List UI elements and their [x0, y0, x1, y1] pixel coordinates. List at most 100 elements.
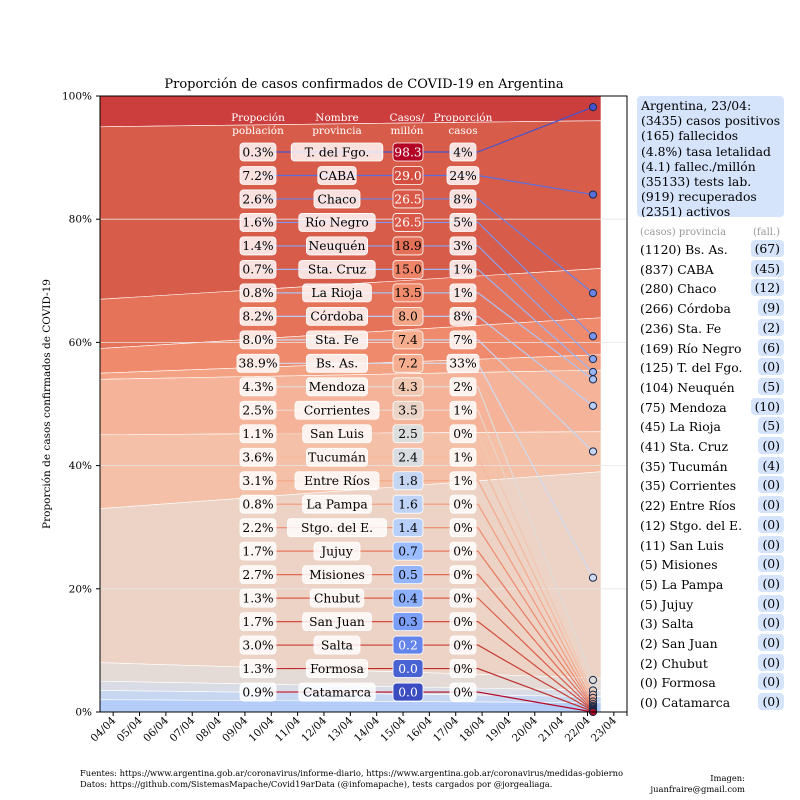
cell-poblacion: 1.6%	[239, 213, 277, 232]
cell-nombre: Río Negro	[298, 213, 376, 232]
cell-casos-millon-bg	[392, 306, 424, 326]
province-deaths: (0)	[758, 555, 784, 573]
province-table: 0.3% T. del Fgo. 98.3 4% 7.2% CABA 29.0 24% 2.6%…	[236, 142, 480, 702]
cell-nombre: Córdoba	[305, 306, 368, 326]
table-row: 0.7% Sta. Cruz 15.0 1%	[239, 259, 477, 279]
cell-proporcion-text: 0%	[453, 615, 473, 629]
summary-line: (4.8%) tasa letalidad	[641, 143, 771, 159]
cell-poblacion: 0.8%	[239, 283, 277, 303]
cell-proporcion: 0%	[449, 659, 477, 678]
province-deaths: (5)	[758, 417, 784, 435]
cell-proporcion-text: 1%	[453, 451, 473, 465]
header-proporcion-2: casos	[448, 125, 477, 137]
province-cases: (2) San Juan	[640, 636, 718, 651]
cell-nombre-bg	[294, 471, 380, 491]
cell-poblacion-bg	[239, 541, 277, 561]
summary-line: Argentina, 23/04:	[641, 98, 752, 113]
cell-nombre: La Rioja	[302, 283, 372, 303]
cell-casos-millon: 26.5	[392, 189, 424, 209]
cell-nombre-bg	[305, 377, 368, 397]
cell-proporcion-bg	[449, 612, 477, 631]
province-cases: (3) Salta	[640, 616, 694, 632]
summary-line: (919) recuperados	[641, 189, 757, 205]
cell-casos-millon-bg	[392, 494, 424, 514]
table-row: 1.7% Jujuy 0.7 0%	[239, 541, 477, 561]
cell-nombre-bg	[317, 166, 357, 185]
province-deaths: (0)	[758, 634, 784, 651]
cell-proporcion-bg	[449, 213, 477, 232]
cell-proporcion: 8%	[449, 189, 477, 209]
row-link	[477, 339, 594, 452]
cell-casos-millon-text: 26.5	[394, 192, 421, 206]
province-deaths: (0)	[758, 673, 784, 691]
cell-proporcion-text: 0%	[453, 521, 473, 535]
x-tick-label: 15/04	[378, 714, 408, 744]
cell-nombre-bg	[313, 541, 361, 561]
cell-proporcion-bg	[449, 565, 477, 585]
province-cases: (5) Misiones	[640, 557, 718, 573]
province-header-left: (casos) provincia	[640, 227, 727, 238]
province-cases: (280) Chaco	[640, 281, 717, 297]
cell-nombre-text: Misiones	[309, 568, 365, 582]
cell-proporcion-bg	[449, 424, 477, 444]
endpoint-dot	[588, 190, 598, 199]
cell-proporcion-text: 5%	[453, 216, 473, 230]
cell-nombre-text: Catamarca	[303, 685, 371, 699]
cell-poblacion-text: 0.7%	[242, 263, 273, 277]
province-row: (75) Mendoza (10)	[637, 397, 787, 417]
cell-casos-millon-bg	[392, 659, 424, 678]
cell-nombre-bg	[302, 424, 372, 444]
cell-casos-millon-bg	[392, 682, 424, 702]
cell-poblacion-text: 8.0%	[242, 333, 273, 347]
province-row: (2) Chubut (0)	[637, 653, 787, 673]
province-cases: (0) Catamarca	[640, 695, 731, 711]
cell-nombre: Neuquén	[305, 236, 368, 256]
cell-casos-millon-bg	[392, 424, 424, 444]
x-tick-label: 08/04	[194, 714, 224, 744]
row-link	[477, 480, 594, 702]
table-row: 0.8% La Rioja 13.5 1%	[239, 283, 477, 303]
cell-proporcion-bg	[449, 518, 477, 538]
cell-casos-millon-text: 2.5	[398, 427, 418, 441]
cell-poblacion-bg	[239, 659, 277, 678]
row-link	[477, 315, 594, 407]
cell-poblacion: 2.2%	[239, 518, 277, 538]
cell-poblacion-bg	[239, 236, 277, 256]
cell-proporcion: 8%	[449, 306, 477, 326]
cell-poblacion-text: 8.2%	[242, 310, 273, 324]
province-cases: (5) La Pampa	[640, 576, 724, 592]
cell-casos-millon-text: 0.7	[398, 544, 418, 558]
cell-proporcion-bg	[449, 447, 477, 467]
province-list-header: (casos) provincia (fall.)	[637, 226, 787, 240]
cell-casos-millon-text: 1.8	[398, 474, 418, 488]
province-deaths: (12)	[750, 279, 784, 297]
cell-proporcion: 0%	[449, 588, 477, 608]
cell-casos-millon: 0.2	[392, 635, 424, 655]
cell-proporcion-bg	[449, 377, 477, 397]
cell-nombre: Tucumán	[305, 447, 368, 467]
cell-nombre: Corrientes	[294, 400, 380, 420]
cell-poblacion: 1.7%	[239, 541, 277, 561]
cell-poblacion-bg	[239, 447, 277, 467]
chart-title: Proporción de casos confirmados de COVID…	[164, 77, 564, 92]
cell-poblacion-bg	[239, 471, 277, 491]
province-cases: (75) Mendoza	[640, 399, 727, 415]
province-deaths: (2)	[758, 318, 784, 336]
cell-proporcion-text: 1%	[453, 474, 473, 488]
x-tick-label: 20/04	[510, 714, 540, 744]
cell-casos-millon-text: 0.0	[398, 662, 418, 676]
province-deaths: (0)	[758, 535, 784, 553]
cell-casos-millon: 26.5	[392, 213, 424, 232]
cell-casos-millon: 15.0	[392, 259, 424, 279]
cell-nombre-bg	[302, 612, 372, 631]
province-cases: (266) Córdoba	[640, 301, 731, 317]
cell-nombre: Chaco	[313, 189, 361, 209]
table-row: 3.6% Tucumán 2.4 1%	[239, 447, 477, 467]
cell-nombre: Catamarca	[298, 682, 376, 702]
cell-proporcion-text: 0%	[453, 662, 473, 676]
table-row: 2.2% Stgo. del E. 1.4 0%	[239, 518, 477, 538]
province-deaths: (45)	[750, 259, 784, 277]
cell-proporcion: 1%	[449, 283, 477, 303]
endpoint-dot	[588, 289, 598, 298]
province-cases: (12) Stgo. del E.	[640, 517, 743, 533]
